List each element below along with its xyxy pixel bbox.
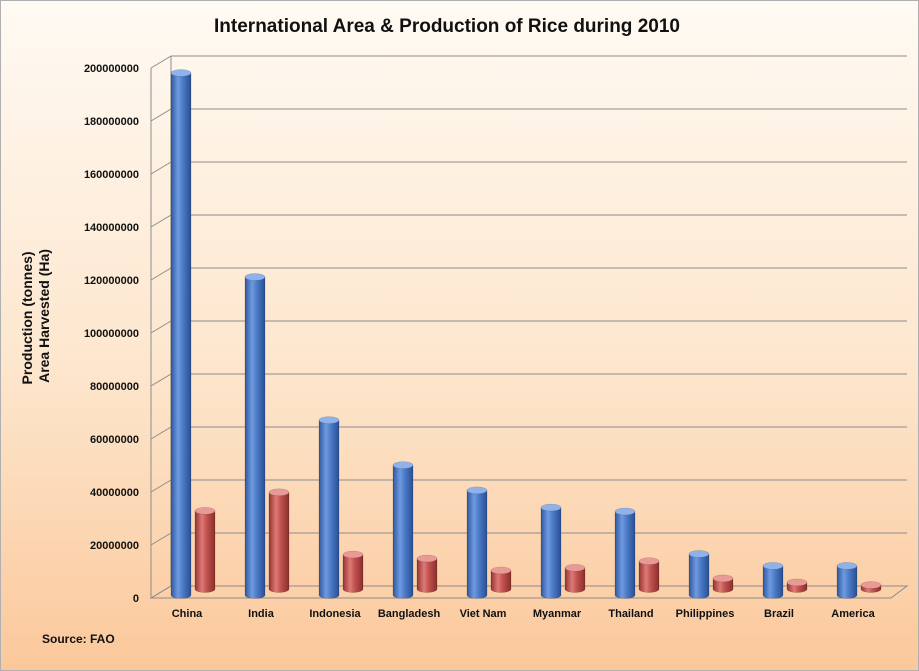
- bar-1: [244, 276, 266, 599]
- bar-1: [466, 490, 488, 599]
- bar-1: [170, 72, 192, 599]
- bar-cap: [170, 69, 192, 77]
- gridline: [150, 161, 172, 175]
- y-tick-label: 80000000: [90, 381, 139, 393]
- bar-cap: [638, 557, 660, 565]
- bar-1: [392, 464, 414, 599]
- y-tick-label: 40000000: [90, 487, 139, 499]
- bar-1: [836, 565, 858, 599]
- bar-cap: [614, 507, 636, 516]
- bar-cap: [490, 566, 512, 575]
- gridline: [150, 373, 172, 387]
- bar-2: [638, 560, 660, 593]
- x-tick-label: Indonesia: [309, 608, 361, 620]
- bar-cap: [786, 578, 808, 587]
- y-axis-label: Production (tonnes) Area Harvested (Ha): [19, 248, 52, 385]
- bar-cap: [416, 554, 438, 563]
- gridline: [150, 426, 172, 440]
- chart-title: International Area & Production of Rice …: [214, 16, 680, 37]
- y-axis-label-line-1: Production (tonnes): [19, 251, 35, 384]
- x-tick-label: China: [172, 608, 203, 620]
- floor: [149, 585, 909, 599]
- gridline: [150, 267, 172, 281]
- gridline: [150, 55, 172, 69]
- bar-cap: [540, 503, 562, 512]
- bar-2: [194, 510, 216, 593]
- bar-cap: [762, 562, 784, 570]
- x-tick-label: America: [831, 608, 875, 620]
- y-axis-label-line-2: Area Harvested (Ha): [36, 249, 52, 383]
- bar-2: [712, 578, 734, 593]
- y-tick-label: 120000000: [84, 275, 139, 287]
- bar-cap: [318, 416, 340, 424]
- y-tick-label: 100000000: [84, 328, 139, 340]
- bar-2: [268, 491, 290, 593]
- bar-cap: [244, 273, 266, 281]
- bars: [170, 69, 882, 599]
- x-tick-label: Bangladesh: [378, 608, 441, 620]
- bar-1: [688, 553, 710, 599]
- bar-cap: [342, 550, 364, 559]
- category-labels: China India Indonesia Bangladesh Viet Nam Mya…: [172, 608, 876, 620]
- x-tick-label: Philippines: [676, 608, 735, 620]
- gridline: [150, 320, 172, 334]
- bar-cap: [194, 507, 216, 515]
- bar-cap: [712, 574, 734, 583]
- y-tick-label: 200000000: [84, 63, 139, 75]
- y-tick-labels: 0 20000000 40000000 60000000 80000000 1000000…: [84, 63, 139, 605]
- gridline: [150, 532, 172, 546]
- bar-cap: [836, 562, 858, 570]
- y-tick-label: 180000000: [84, 116, 139, 128]
- bar-1: [318, 419, 340, 599]
- bar-cap: [466, 486, 488, 495]
- bar-2: [564, 567, 586, 593]
- bar-cap: [392, 461, 414, 469]
- y-tick-label: 60000000: [90, 434, 139, 446]
- bar-2: [342, 554, 364, 593]
- y-tick-label: 20000000: [90, 540, 139, 552]
- bar-2: [416, 558, 438, 593]
- x-tick-label: Viet Nam: [460, 608, 507, 620]
- gridline: [150, 479, 172, 493]
- x-tick-label: India: [248, 608, 275, 620]
- bar-cap: [688, 550, 710, 558]
- bar-2: [490, 570, 512, 593]
- gridline: [150, 214, 172, 228]
- bar-1: [762, 565, 784, 599]
- bar-cap: [860, 581, 882, 589]
- bar-cap: [268, 488, 290, 497]
- y-tick-label: 140000000: [84, 222, 139, 234]
- gridline: [150, 108, 172, 122]
- x-tick-label: Thailand: [608, 608, 653, 620]
- y-tick-label: 160000000: [84, 169, 139, 181]
- x-tick-label: Myanmar: [533, 608, 582, 620]
- bar-1: [540, 507, 562, 599]
- bar-1: [614, 511, 636, 599]
- y-tick-label: 0: [133, 593, 139, 605]
- x-tick-label: Brazil: [764, 608, 794, 620]
- source-note: Source: FAO: [42, 632, 115, 646]
- bar-cap: [564, 564, 586, 572]
